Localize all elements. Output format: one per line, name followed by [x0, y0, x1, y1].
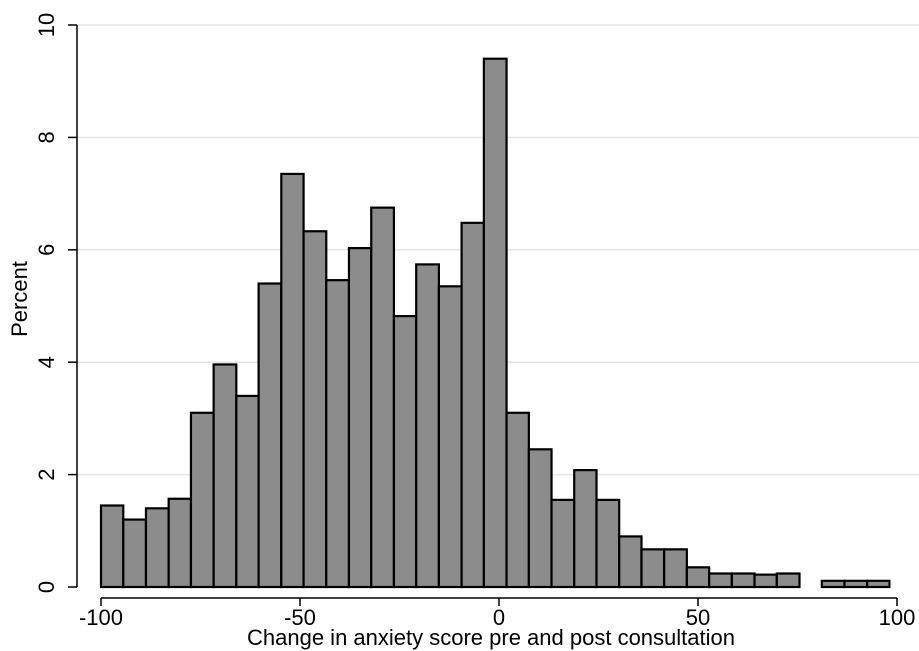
x-axis-title: Change in anxiety score pre and post con… — [247, 625, 735, 650]
histogram-bar — [437, 285, 463, 589]
histogram-bar — [550, 498, 576, 589]
histogram-bar — [595, 498, 621, 589]
histogram-bar — [866, 579, 891, 589]
histogram-bar — [730, 572, 756, 589]
histogram-bar — [843, 579, 869, 589]
axes: 0 2 4 6 8 10 -100 -50 0 50 100 — [34, 13, 915, 630]
histogram-bar — [280, 172, 305, 589]
x-tick-label: -50 — [284, 605, 316, 630]
histogram-bar — [663, 548, 688, 589]
x-tick-label: -100 — [79, 605, 123, 630]
histogram-bar — [573, 469, 598, 589]
histogram-bar — [820, 579, 846, 589]
histogram-bar — [144, 507, 170, 589]
y-tick-label: 2 — [34, 468, 59, 480]
histogram-bar — [685, 566, 711, 589]
histogram-bar — [753, 573, 778, 589]
histogram-bar — [212, 363, 238, 589]
histogram-bar — [505, 411, 530, 589]
histogram-bars — [99, 57, 891, 589]
histogram-bar — [122, 518, 148, 589]
histogram-bar — [347, 247, 373, 589]
histogram-bar — [235, 394, 260, 589]
histogram-bar — [325, 279, 351, 589]
y-tick-label: 0 — [34, 581, 59, 593]
histogram-bar — [527, 448, 553, 589]
histogram-bar — [708, 572, 733, 589]
y-tick-label: 6 — [34, 244, 59, 256]
y-axis-title: Percent — [7, 261, 32, 337]
histogram-bar — [302, 230, 328, 589]
histogram-bar — [640, 548, 666, 589]
x-tick-label: 0 — [493, 605, 505, 630]
histogram-bar — [257, 282, 283, 589]
x-tick-label: 100 — [879, 605, 916, 630]
histogram-bar — [392, 315, 418, 589]
histogram-bar — [618, 535, 643, 589]
histogram-bar — [482, 57, 508, 589]
histogram-bar — [167, 497, 193, 589]
y-tick-label: 10 — [34, 13, 59, 37]
histogram-bar — [460, 221, 485, 589]
histogram-bar — [775, 572, 801, 589]
histogram-bar — [415, 263, 441, 589]
y-tick-label: 4 — [34, 356, 59, 368]
histogram-bar — [189, 411, 215, 589]
histogram-bar — [370, 206, 396, 589]
x-tick-label: 50 — [686, 605, 710, 630]
histogram-bar — [99, 504, 125, 589]
y-tick-label: 8 — [34, 131, 59, 143]
